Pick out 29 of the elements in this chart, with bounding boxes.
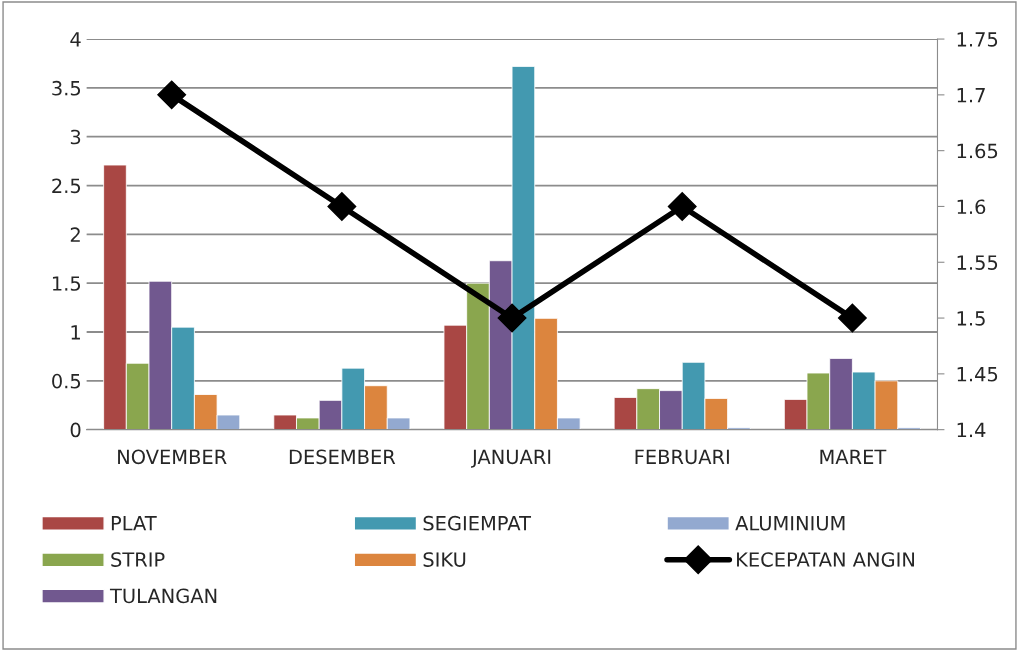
y-tick-label: 1.5 [52,276,81,291]
x-tick-label: JANUARI [471,449,551,468]
y-tick-label: 1 [71,325,80,340]
y-tick-label: 2.5 [52,178,81,194]
x-tick-label: NOVEMBER [118,449,227,465]
legend-label: TULANGAN [109,588,217,604]
y-tick-label: 3 [70,129,81,145]
y-tick-label: 4 [70,32,81,47]
legend-label: ALUMINIUM [735,516,845,531]
x-tick-label: FEBRUARI [635,449,729,465]
y2-tick-label: 1.75 [957,32,998,47]
y2-tick-label: 1.6 [957,199,986,215]
legend-label: KECEPATAN ANGIN [737,552,914,567]
x-tick-label: DESEMBER [289,449,396,465]
x-tick-label: MARET [820,449,887,464]
legend-label: PLAT [111,516,157,531]
y-tick-label: 0.5 [52,373,81,389]
legend-label: SEGIEMPAT [423,515,532,531]
y2-tick-label: 1.45 [957,367,998,382]
y2-tick-label: 1.65 [957,143,998,159]
y2-tick-label: 1.5 [957,311,985,326]
y-tick-label: 3.5 [52,80,81,96]
y-tick-label: 2 [70,227,80,242]
y-tick-label: 0 [70,422,81,438]
y2-tick-label: 1.4 [957,422,986,438]
y2-tick-label: 1.55 [957,255,998,270]
y2-tick-label: 1.7 [957,88,985,103]
legend-label: STRIP [111,552,165,567]
legend-label: SIKU [423,552,466,567]
